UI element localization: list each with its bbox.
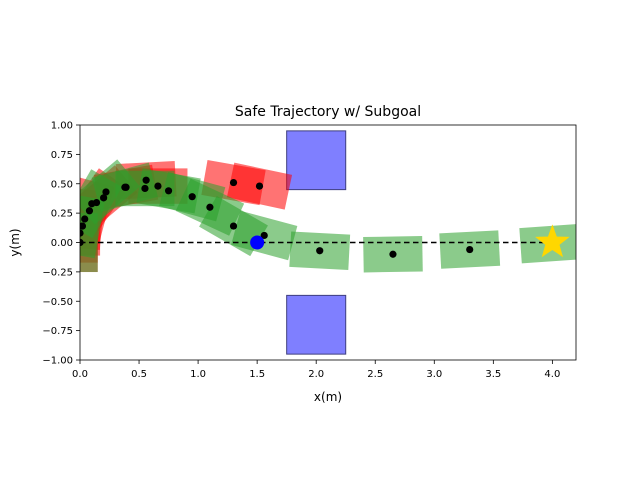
x-tick-label: 1.0 xyxy=(190,369,206,380)
waypoint-25 xyxy=(389,250,397,258)
y-tick-label: 0.50 xyxy=(51,179,73,190)
chart-title: Safe Trajectory w/ Subgoal xyxy=(235,104,421,120)
plot-content xyxy=(80,130,576,355)
x-axis-label: x(m) xyxy=(314,390,342,404)
waypoint-4 xyxy=(81,215,89,223)
waypoint-21 xyxy=(206,203,214,211)
x-tick-label: 4.0 xyxy=(544,369,560,380)
subgoal-marker xyxy=(250,235,265,250)
x-tick-label: 2.5 xyxy=(367,369,383,380)
y-tick-label: −0.75 xyxy=(42,326,73,337)
waypoint-20 xyxy=(188,193,196,201)
y-axis-label: y(m) xyxy=(8,228,22,256)
waypoint-layer xyxy=(80,176,554,258)
y-tick-label: 0.25 xyxy=(51,209,73,220)
x-tick-label: 2.0 xyxy=(308,369,324,380)
waypoint-13 xyxy=(80,238,84,247)
x-tick-label: 0.5 xyxy=(131,369,147,380)
waypoint-24 xyxy=(316,247,324,255)
waypoint-10 xyxy=(154,182,162,190)
obstacle-2 xyxy=(286,294,347,355)
y-tick-label: 0.00 xyxy=(51,238,73,249)
waypoint-22 xyxy=(229,222,238,230)
y-tick-label: −0.50 xyxy=(42,297,73,308)
y-tick-label: −0.25 xyxy=(42,267,73,278)
obstacle-layer xyxy=(286,130,347,355)
waypoint-17 xyxy=(121,183,129,191)
waypoint-26 xyxy=(466,245,474,254)
y-tick-label: −1.00 xyxy=(42,356,73,367)
x-tick-label: 3.0 xyxy=(426,369,442,380)
waypoint-15 xyxy=(88,200,96,208)
waypoint-5 xyxy=(85,207,94,215)
obstacle-1 xyxy=(286,130,347,191)
x-tick-label: 1.5 xyxy=(249,369,265,380)
waypoint-2 xyxy=(80,229,84,237)
waypoint-11 xyxy=(229,178,238,187)
x-axis: 0.0 0.5 1.0 1.5 2.0 2.5 3.0 3.5 4.0 xyxy=(72,360,560,380)
waypoint-23 xyxy=(260,231,268,240)
y-axis: −1.00 −0.75 −0.50 −0.25 0.00 0.25 0.50 0.75 1.00 xyxy=(42,121,80,367)
waypoint-14 xyxy=(80,222,86,230)
goal-star-marker xyxy=(535,224,570,258)
waypoint-19 xyxy=(164,187,173,195)
x-tick-label: 3.5 xyxy=(485,369,501,380)
waypoint-18 xyxy=(141,184,149,193)
y-tick-label: 0.75 xyxy=(51,150,73,161)
waypoint-7 xyxy=(100,194,108,202)
waypoint-16 xyxy=(102,188,110,196)
x-tick-label: 0.0 xyxy=(72,369,88,380)
waypoint-9 xyxy=(142,176,150,184)
y-tick-label: 1.00 xyxy=(51,121,73,132)
waypoint-12 xyxy=(255,182,264,190)
